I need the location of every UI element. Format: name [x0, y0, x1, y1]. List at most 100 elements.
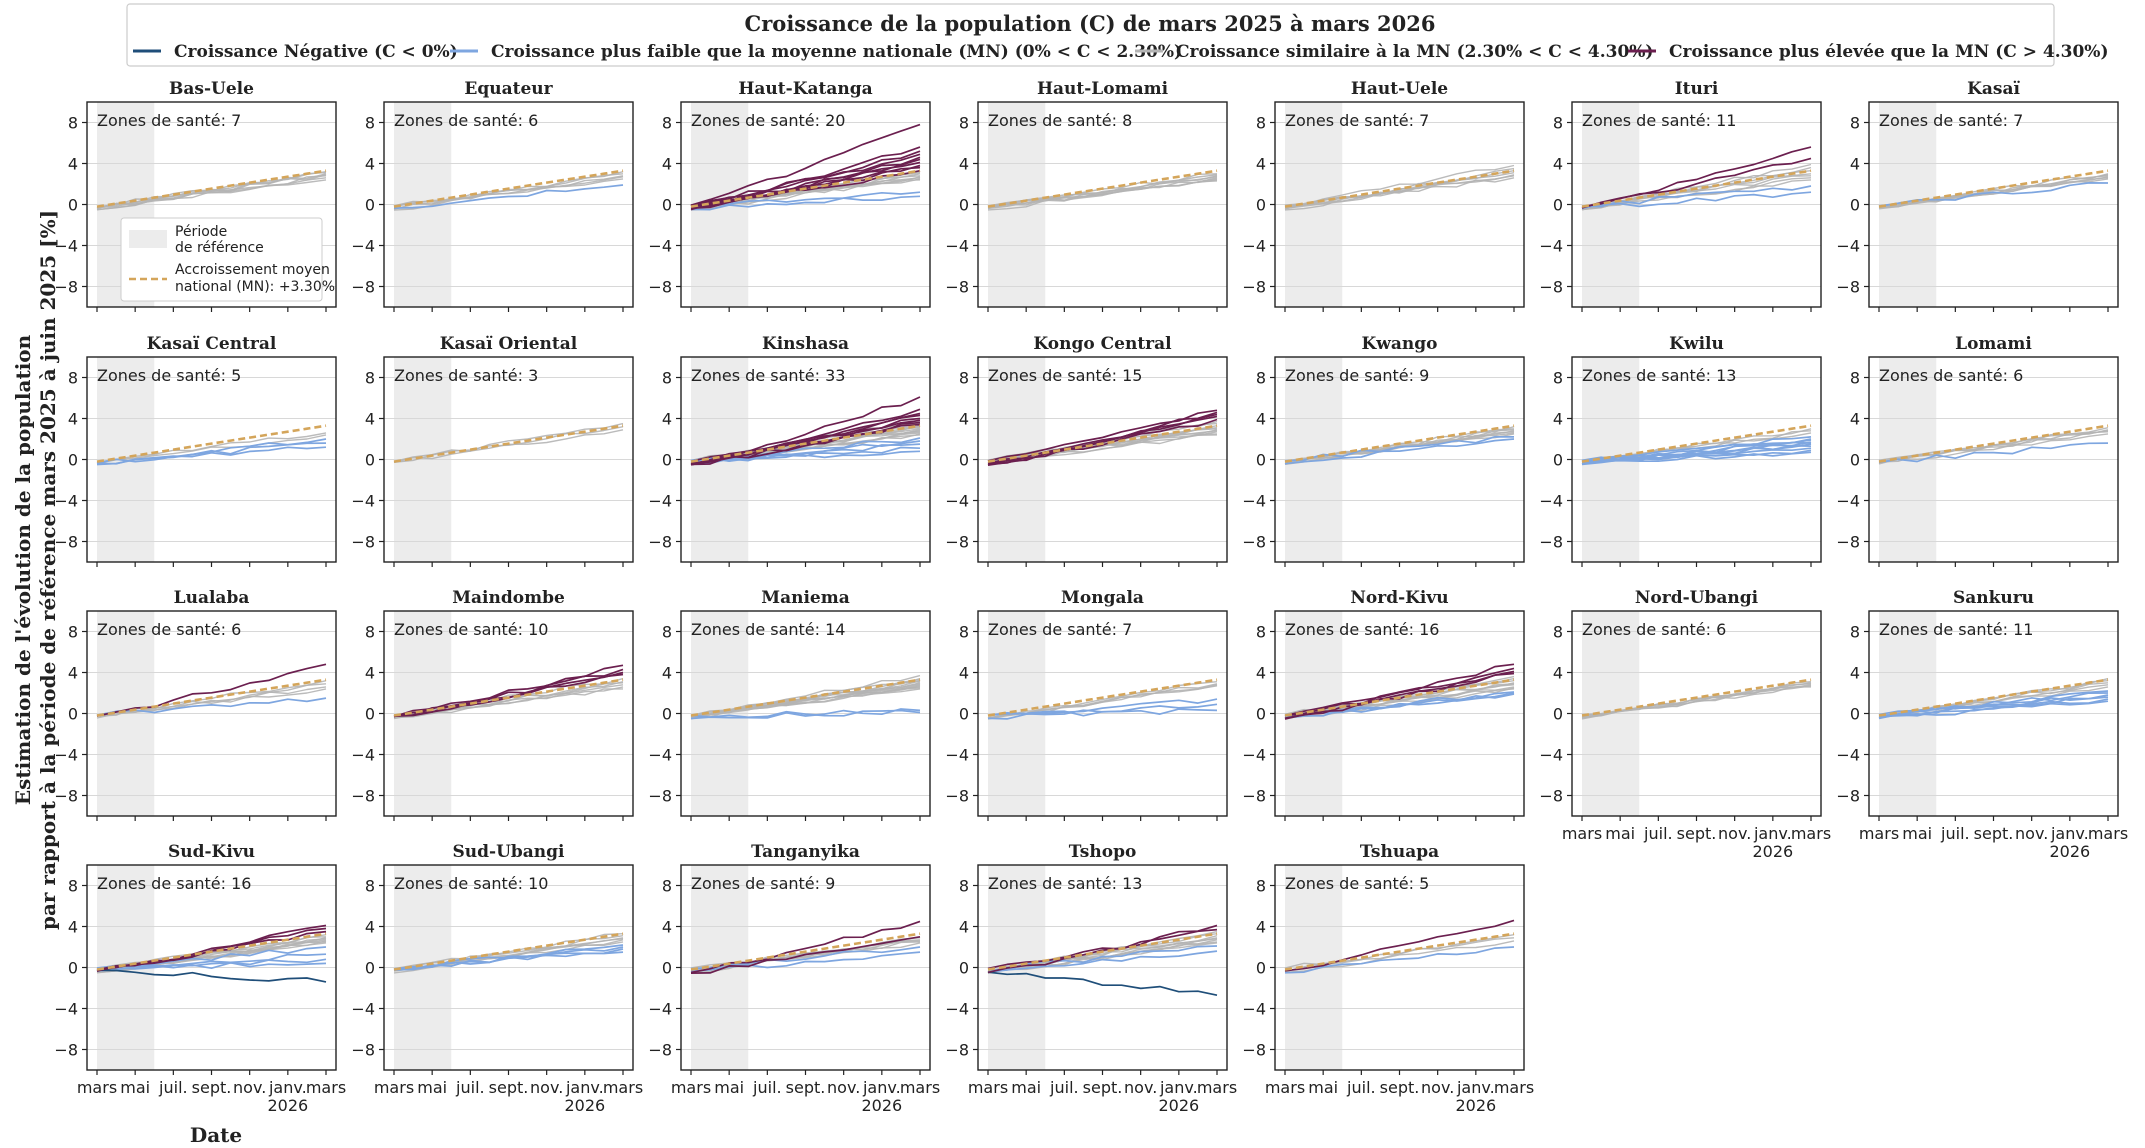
y-tick-label: −4	[54, 237, 78, 256]
series-line-sim	[96, 177, 327, 209]
x-tick-label: mai	[1902, 824, 1932, 843]
y-tick-label: 4	[365, 155, 375, 174]
panel-title: Kasaï	[1967, 79, 2020, 99]
legend-item-neg: Croissance Négative (C < 0%)	[133, 42, 458, 62]
series-line-high	[987, 409, 1218, 462]
y-axis-title-line2: par rapport à la période de référence ma…	[36, 210, 60, 930]
y-tick-label: 0	[1256, 705, 1266, 724]
y-tick-label: 8	[959, 877, 969, 896]
panel-title: Nord-Kivu	[1350, 588, 1448, 608]
series-line-low	[96, 961, 327, 970]
x-tick-label: mai	[1011, 1078, 1041, 1097]
panel-title: Kwango	[1361, 334, 1437, 354]
panel-kwilu: −8 −4 0 4 8 Kwilu Zones de santé: 13	[1539, 334, 1822, 567]
y-tick-label: −4	[54, 746, 78, 765]
panel-kasai-central: −8 −4 0 4 8 Kasaï Central Zones de santé: 5	[54, 334, 337, 567]
x-tick-label: mai	[714, 1078, 744, 1097]
y-tick-label: −8	[648, 533, 672, 552]
y-tick-label: −4	[1242, 237, 1266, 256]
panel-nord-kivu: −8 −4 0 4 8 Nord-Kivu Zones de santé: 16	[1242, 588, 1525, 821]
national-mean-line	[987, 169, 1218, 208]
zone-count-label: Zones de santé: 13	[988, 874, 1142, 893]
series-line-low	[690, 450, 921, 462]
y-tick-label: 4	[1850, 410, 1860, 429]
zone-count-label: Zones de santé: 9	[691, 874, 835, 893]
y-tick-label: 8	[1553, 369, 1563, 388]
national-mean-line	[1878, 169, 2109, 208]
x-tick-label: janv. 2026	[1752, 824, 1793, 861]
panel-haut-uele: −8 −4 0 4 8 Haut-Uele Zones de santé: 7	[1242, 79, 1525, 312]
y-tick-label: −8	[945, 533, 969, 552]
y-tick-label: −4	[648, 746, 672, 765]
zone-count-label: Zones de santé: 5	[1285, 874, 1429, 893]
national-mean-line	[393, 932, 624, 971]
inset-legend-frame	[120, 217, 323, 302]
y-tick-label: −4	[1836, 237, 1860, 256]
y-axis-title-line1: Estimation de l'évolution de la populati…	[11, 334, 35, 805]
national-mean-line	[690, 678, 921, 717]
panel-title: Kasaï Oriental	[440, 334, 578, 354]
y-tick-label: −4	[1242, 1000, 1266, 1019]
y-tick-label: 0	[365, 959, 375, 978]
series-line-neg	[987, 971, 1218, 997]
national-mean-line	[1581, 678, 1812, 717]
y-tick-label: 8	[365, 369, 375, 388]
x-tick-label: mai	[1308, 1078, 1338, 1097]
x-tick-label: mars	[374, 1078, 414, 1097]
series-line-low	[690, 195, 921, 211]
zone-count-label: Zones de santé: 7	[988, 620, 1132, 639]
y-tick-label: 8	[68, 623, 78, 642]
y-tick-label: −8	[54, 1041, 78, 1060]
y-tick-label: 4	[662, 664, 672, 683]
x-tick-label: mars	[1494, 1078, 1534, 1097]
y-tick-label: 4	[1553, 155, 1563, 174]
zone-count-label: Zones de santé: 6	[1879, 366, 2023, 385]
y-tick-label: −8	[54, 787, 78, 806]
series-line-high	[987, 418, 1218, 465]
y-tick-label: 4	[959, 155, 969, 174]
y-tick-label: 8	[365, 114, 375, 133]
y-tick-label: 4	[365, 664, 375, 683]
y-tick-label: 0	[1256, 196, 1266, 215]
x-tick-label: mars	[2088, 824, 2128, 843]
panel-title: Haut-Uele	[1351, 79, 1448, 99]
y-tick-label: −8	[54, 533, 78, 552]
y-tick-label: 4	[959, 664, 969, 683]
y-tick-label: 4	[1256, 410, 1266, 429]
panel-title: Tanganyika	[751, 842, 860, 862]
panel-title: Kasaï Central	[147, 334, 277, 354]
panel-title: Ituri	[1675, 79, 1719, 99]
y-tick-label: 8	[1850, 623, 1860, 642]
panel-title: Sankuru	[1953, 588, 2034, 608]
legend-item-high: Croissance plus élevée que la MN (C > 4.…	[1628, 42, 2109, 62]
y-tick-label: 4	[662, 155, 672, 174]
y-tick-label: 4	[959, 918, 969, 937]
national-mean-line	[96, 932, 327, 971]
x-tick-label: sept.	[192, 1078, 232, 1097]
national-mean-line	[1284, 169, 1515, 208]
y-tick-label: 8	[1256, 877, 1266, 896]
y-tick-label: −8	[1539, 787, 1563, 806]
y-tick-label: 0	[365, 451, 375, 470]
y-tick-label: 4	[68, 410, 78, 429]
national-mean-line	[987, 424, 1218, 463]
y-tick-label: −4	[945, 492, 969, 511]
x-tick-label: mars	[968, 1078, 1008, 1097]
y-tick-label: 0	[959, 959, 969, 978]
zone-count-label: Zones de santé: 9	[1285, 366, 1429, 385]
series-line-low	[1284, 946, 1515, 974]
zone-count-label: Zones de santé: 14	[691, 620, 845, 639]
series-line-sim	[1284, 164, 1515, 208]
y-tick-label: 8	[1256, 369, 1266, 388]
panel-haut-lomami: −8 −4 0 4 8 Haut-Lomami Zones de santé: 8	[945, 79, 1228, 312]
series-line-low	[690, 191, 921, 209]
y-tick-label: 8	[1553, 623, 1563, 642]
y-tick-label: −8	[1836, 787, 1860, 806]
series-line-low	[1878, 698, 2109, 719]
inset-legend: Période de référence Accroissement moyen na…	[120, 217, 335, 302]
y-tick-label: −4	[945, 237, 969, 256]
zone-count-label: Zones de santé: 13	[1582, 366, 1736, 385]
panel-maindombe: −8 −4 0 4 8 Maindombe Zones de santé: 10	[351, 588, 634, 821]
